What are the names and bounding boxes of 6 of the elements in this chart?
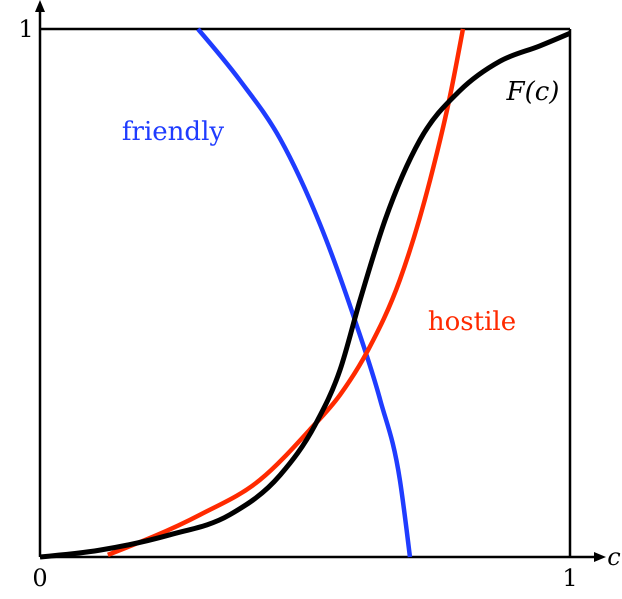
x-axis-title: c <box>607 543 621 571</box>
text: 1 <box>18 15 34 43</box>
series-label: F(c) <box>506 77 560 107</box>
series-label: friendly <box>122 117 224 147</box>
series-label: hostile <box>428 307 516 337</box>
x-tick-label: 0 <box>32 564 48 592</box>
